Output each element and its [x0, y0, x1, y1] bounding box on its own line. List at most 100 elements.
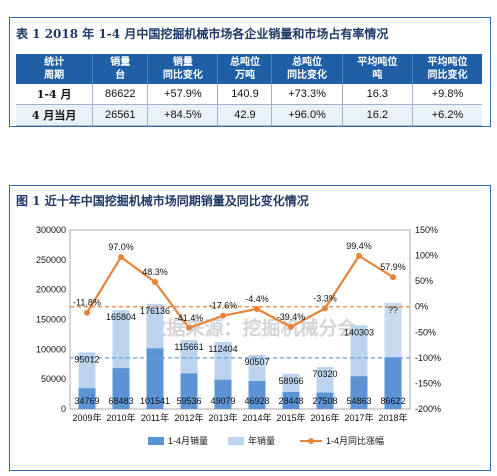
ytd-bar	[248, 380, 266, 409]
annual-value-label: 112404	[208, 344, 237, 354]
table-cell: 16.2	[342, 104, 413, 126]
table-header-text: 同比变化	[162, 70, 203, 81]
growth-point	[186, 324, 192, 331]
legend-swatch-growth-dot	[308, 438, 314, 444]
ytd-value-label: 68483	[108, 396, 133, 406]
growth-value-label: 99.4%	[346, 241, 372, 251]
table-header-text: 平均吨位	[427, 57, 468, 68]
ytd-bar	[112, 368, 130, 409]
growth-point	[288, 323, 294, 330]
table-cell: +73.3%	[271, 84, 343, 105]
y-right-tick-label: 0%	[415, 302, 428, 312]
table-row-header: 1-4 月	[16, 84, 94, 105]
y-left-tick-label: 100000	[36, 344, 66, 354]
ytd-bar	[180, 373, 198, 409]
y-right-tick-label: -200%	[415, 404, 441, 414]
growth-value-label: 97.0%	[108, 242, 134, 252]
table-cell: 42.9	[217, 104, 273, 126]
annual-value-label: 90507	[244, 357, 269, 367]
growth-point	[118, 254, 124, 261]
table-header-text: 同比变化	[427, 70, 468, 81]
ytd-bar	[350, 376, 368, 409]
growth-value-label: -11.8%	[73, 298, 101, 308]
ytd-bar	[282, 392, 300, 409]
ytd-value-label: 46928	[244, 396, 269, 406]
annual-value-label: 58966	[278, 376, 303, 386]
y-right-tick-label: -50%	[415, 327, 436, 337]
annual-value-label: 70320	[312, 369, 337, 379]
x-tick-label: 2012年	[174, 412, 203, 423]
ytd-bar	[214, 379, 232, 409]
x-tick-label: 2010年	[106, 412, 135, 423]
y-left-tick-label: 300000	[36, 225, 66, 235]
ytd-value-label: 86622	[380, 396, 405, 406]
table-body: 1-4 月 86622 +57.9% 140.9 +73.3% 16.3 +9.8% 4 月当…	[16, 84, 482, 126]
table-cell: +6.2%	[412, 104, 482, 126]
annual-value-label: 140303	[344, 327, 374, 337]
table-cell: +84.5%	[147, 104, 219, 126]
growth-value-label: -41.4%	[175, 313, 204, 323]
growth-point	[152, 279, 158, 286]
ytd-value-label: 54863	[346, 396, 371, 406]
table-row-header: 4 月当月	[16, 104, 94, 126]
table-row: 4 月当月 26561 +84.5% 42.9 +96.0% 16.2 +6.2%	[16, 104, 482, 126]
sales-table: 统计 周期 销量台销量 同比变化 总吨位 万吨 总吨位 同比变化 平均吨位吨平均吨位 同比变化 1…	[16, 54, 482, 126]
y-left-tick-label: 50000	[41, 374, 66, 384]
growth-point	[322, 305, 328, 312]
y-right-tick-label: -100%	[415, 353, 441, 363]
legend-swatch-ytd	[148, 437, 164, 445]
table-cell: 86622	[92, 84, 149, 105]
legend-label-growth: 1-4月同比涨幅	[326, 435, 384, 446]
y-left-tick-label: 150000	[36, 315, 66, 325]
table-cell: 140.9	[217, 84, 273, 105]
y-left-tick-label: 0	[61, 404, 66, 414]
y-left-tick-label: 250000	[36, 255, 66, 265]
ytd-bar	[316, 392, 334, 409]
ytd-value-label: 34769	[74, 396, 99, 406]
table-panel: 表 1 2018 年 1-4 月中国挖掘机械市场各企业销量和市场占有率情况 统计…	[9, 17, 491, 127]
growth-line	[86, 254, 394, 330]
ytd-bar	[78, 388, 96, 409]
x-tick-label: 2009年	[72, 412, 101, 423]
table-header-text: 总吨位	[229, 57, 260, 68]
plot-frame	[69, 229, 411, 410]
table-header-text: 台	[115, 70, 126, 81]
watermark-text: 数据来源：挖掘机械分会	[147, 316, 356, 339]
annual-value-label: 115661	[174, 342, 203, 352]
annual-value-label: 165804	[106, 312, 136, 322]
ytd-value-label: 101541	[140, 396, 170, 406]
y-right-tick-label: -150%	[415, 378, 441, 388]
ytd-bar	[384, 357, 402, 409]
table-header-text: 万吨	[234, 70, 255, 81]
table-title: 表 1 2018 年 1-4 月中国挖掘机械市场各企业销量和市场占有率情况	[16, 27, 389, 41]
table-header-cell: 平均吨位 同比变化	[412, 54, 482, 84]
table-cell: 26561	[92, 104, 149, 126]
x-tick-label: 2013年	[208, 412, 237, 423]
table-header-text: 同比变化	[287, 70, 328, 81]
growth-point	[390, 274, 396, 281]
annual-value-label: 176136	[140, 306, 170, 316]
growth-point	[220, 312, 226, 319]
table-row: 1-4 月 86622 +57.9% 140.9 +73.3% 16.3 +9.8%	[16, 84, 482, 105]
growth-point	[254, 305, 260, 312]
table-header-cell: 销量台	[92, 54, 149, 84]
chart-panel: 图 1 近十年中国挖掘机械市场同期销量及同比变化情况	[9, 185, 491, 471]
legend-swatch-annual	[228, 437, 244, 445]
annual-value-label: 95012	[74, 354, 99, 364]
growth-value-label: -3.3%	[313, 293, 337, 303]
y-right-tick-label: 50%	[415, 276, 433, 286]
y-left-tick-label: 200000	[36, 285, 66, 295]
growth-point	[356, 252, 362, 259]
table-cell: +57.9%	[147, 84, 219, 105]
ytd-value-label: 49079	[210, 396, 235, 406]
x-tick-label: 2016年	[310, 412, 339, 423]
y-right-tick-label: 150%	[415, 225, 438, 235]
table-cell: +9.8%	[412, 84, 482, 105]
legend-label-ytd: 1-4月销量	[168, 435, 208, 446]
growth-point	[84, 309, 90, 316]
table-header-text: 吨	[372, 70, 383, 81]
table-header-cell: 总吨位 同比变化	[271, 54, 343, 84]
ytd-value-label: 27508	[312, 396, 337, 406]
table-header-cell: 统计 周期	[16, 54, 94, 84]
